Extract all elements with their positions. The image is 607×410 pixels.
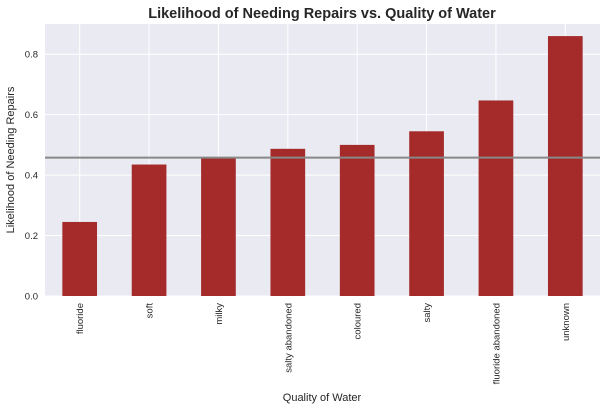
y-axis-label: Likelihood of Needing Repairs	[5, 86, 17, 233]
bar-fluoride	[62, 221, 98, 296]
bar-milky	[201, 157, 236, 296]
x-tick-label-soft: soft	[145, 303, 156, 319]
bar-salty-abandoned	[270, 148, 306, 296]
x-tick-label-milky: milky	[214, 303, 225, 325]
x-axis-ticks: fluoride soft milky salty abandoned coloured…	[75, 303, 572, 385]
x-tick-label-fluoride: fluoride	[75, 303, 86, 334]
bar-unknown	[547, 36, 583, 296]
chart-title: Likelihood of Needing Repairs vs. Qualit…	[148, 6, 496, 22]
y-axis-ticks: 0.0 0.2 0.4 0.6 0.8	[25, 50, 38, 303]
bar-coloured	[339, 144, 375, 296]
bars	[62, 36, 583, 296]
x-axis-label: Quality of Water	[283, 392, 362, 404]
y-tick-label-3: 0.6	[25, 110, 38, 121]
x-tick-label-coloured: coloured	[353, 303, 364, 339]
bar-salty	[409, 131, 444, 296]
bar-soft	[131, 164, 167, 296]
plot-area	[45, 24, 600, 296]
y-tick-label-2: 0.4	[25, 171, 38, 182]
y-tick-label-1: 0.2	[25, 231, 38, 242]
bar-fluoride-abandoned	[478, 100, 514, 296]
x-tick-label-unknown: unknown	[561, 303, 572, 341]
y-tick-label-4: 0.8	[25, 50, 38, 61]
x-tick-label-salty-abandoned: salty abandoned	[283, 303, 294, 373]
x-tick-label-fluoride-abandoned: fluoride abandoned	[491, 303, 502, 384]
x-tick-label-salty: salty	[422, 303, 433, 323]
y-tick-label-0: 0.0	[25, 292, 38, 303]
